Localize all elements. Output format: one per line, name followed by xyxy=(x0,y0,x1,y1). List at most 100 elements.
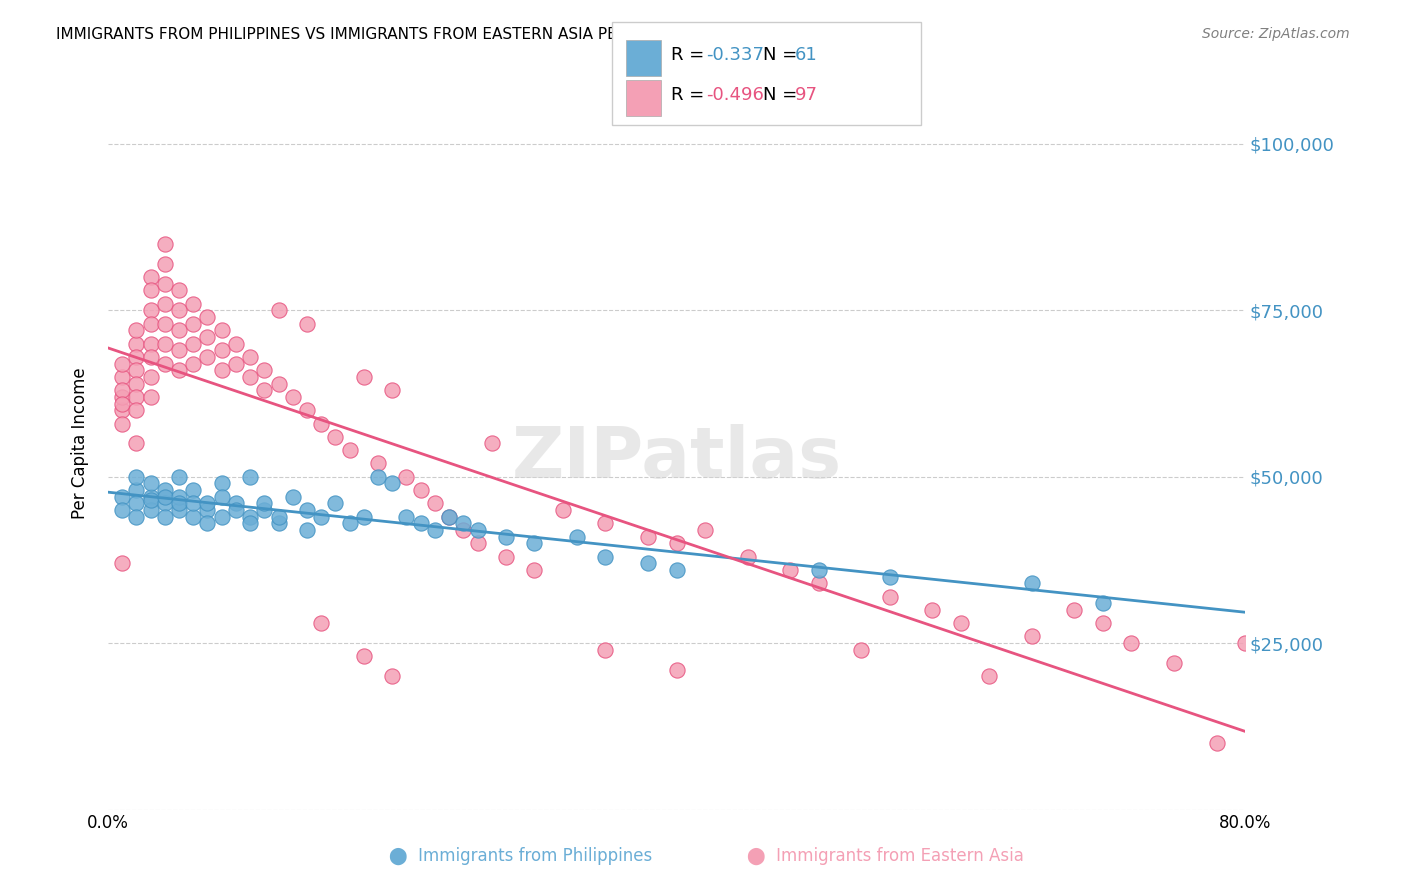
Point xyxy=(353,649,375,664)
Point xyxy=(239,370,262,384)
Point xyxy=(125,376,148,391)
Point xyxy=(595,642,617,657)
Point xyxy=(551,503,574,517)
Point xyxy=(395,469,418,483)
Point xyxy=(225,357,247,371)
Point xyxy=(807,563,830,577)
Point xyxy=(211,363,233,377)
Point xyxy=(197,310,219,324)
Text: IMMIGRANTS FROM PHILIPPINES VS IMMIGRANTS FROM EASTERN ASIA PER CAPITA INCOME CO: IMMIGRANTS FROM PHILIPPINES VS IMMIGRANT… xyxy=(56,27,922,42)
Point xyxy=(153,509,176,524)
Point xyxy=(637,530,659,544)
Point xyxy=(211,476,233,491)
Point xyxy=(1091,616,1114,631)
Text: Source: ZipAtlas.com: Source: ZipAtlas.com xyxy=(1202,27,1350,41)
Point xyxy=(295,317,318,331)
Point xyxy=(125,403,148,417)
Point xyxy=(111,503,134,517)
Text: ⬤  Immigrants from Philippines: ⬤ Immigrants from Philippines xyxy=(388,847,652,865)
Text: -0.496: -0.496 xyxy=(706,87,763,104)
Point xyxy=(309,616,332,631)
Point xyxy=(125,509,148,524)
Point xyxy=(225,503,247,517)
Point xyxy=(453,523,475,537)
Point xyxy=(409,516,432,531)
Point xyxy=(181,357,204,371)
Point xyxy=(267,516,290,531)
Point xyxy=(211,509,233,524)
Point xyxy=(167,496,190,510)
Point xyxy=(495,549,517,564)
Point xyxy=(253,496,276,510)
Point xyxy=(309,417,332,431)
Point xyxy=(111,370,134,384)
Point xyxy=(467,523,489,537)
Point xyxy=(281,390,304,404)
Point xyxy=(737,549,759,564)
Point xyxy=(339,516,361,531)
Point xyxy=(239,516,262,531)
Point xyxy=(167,490,190,504)
Text: -0.337: -0.337 xyxy=(706,46,763,64)
Point xyxy=(153,317,176,331)
Point xyxy=(167,284,190,298)
Point xyxy=(295,523,318,537)
Point xyxy=(253,383,276,397)
Point xyxy=(181,296,204,310)
Point xyxy=(1021,630,1043,644)
Point xyxy=(325,496,347,510)
Point xyxy=(125,323,148,337)
Point xyxy=(367,457,389,471)
Text: ZIPatlas: ZIPatlas xyxy=(512,424,842,492)
Text: R =: R = xyxy=(671,87,710,104)
Point xyxy=(125,469,148,483)
Point xyxy=(1205,736,1227,750)
Point xyxy=(181,336,204,351)
Point xyxy=(125,496,148,510)
Point xyxy=(253,363,276,377)
Text: ⬤  Immigrants from Eastern Asia: ⬤ Immigrants from Eastern Asia xyxy=(748,847,1024,865)
Y-axis label: Per Capita Income: Per Capita Income xyxy=(72,368,89,519)
Point xyxy=(423,523,446,537)
Point xyxy=(197,330,219,344)
Point xyxy=(211,490,233,504)
Point xyxy=(523,563,546,577)
Point xyxy=(309,509,332,524)
Point xyxy=(523,536,546,550)
Point xyxy=(1021,576,1043,591)
Point xyxy=(153,336,176,351)
Point xyxy=(1163,656,1185,670)
Point xyxy=(139,370,162,384)
Point xyxy=(197,350,219,364)
Point xyxy=(225,336,247,351)
Point xyxy=(139,336,162,351)
Point xyxy=(139,270,162,285)
Point xyxy=(139,476,162,491)
Point xyxy=(353,370,375,384)
Point xyxy=(125,390,148,404)
Point xyxy=(693,523,716,537)
Point xyxy=(467,536,489,550)
Text: 61: 61 xyxy=(794,46,817,64)
Point xyxy=(295,403,318,417)
Point xyxy=(253,503,276,517)
Point xyxy=(139,284,162,298)
Text: R =: R = xyxy=(671,46,710,64)
Point xyxy=(595,549,617,564)
Point xyxy=(139,390,162,404)
Point xyxy=(153,236,176,251)
Point xyxy=(197,516,219,531)
Point xyxy=(239,509,262,524)
Point xyxy=(167,363,190,377)
Point xyxy=(381,383,404,397)
Point xyxy=(409,483,432,497)
Point xyxy=(665,663,688,677)
Point xyxy=(267,509,290,524)
Point xyxy=(665,563,688,577)
Point xyxy=(281,490,304,504)
Point xyxy=(267,376,290,391)
Point xyxy=(153,483,176,497)
Point xyxy=(153,296,176,310)
Point xyxy=(1091,596,1114,610)
Point xyxy=(153,277,176,291)
